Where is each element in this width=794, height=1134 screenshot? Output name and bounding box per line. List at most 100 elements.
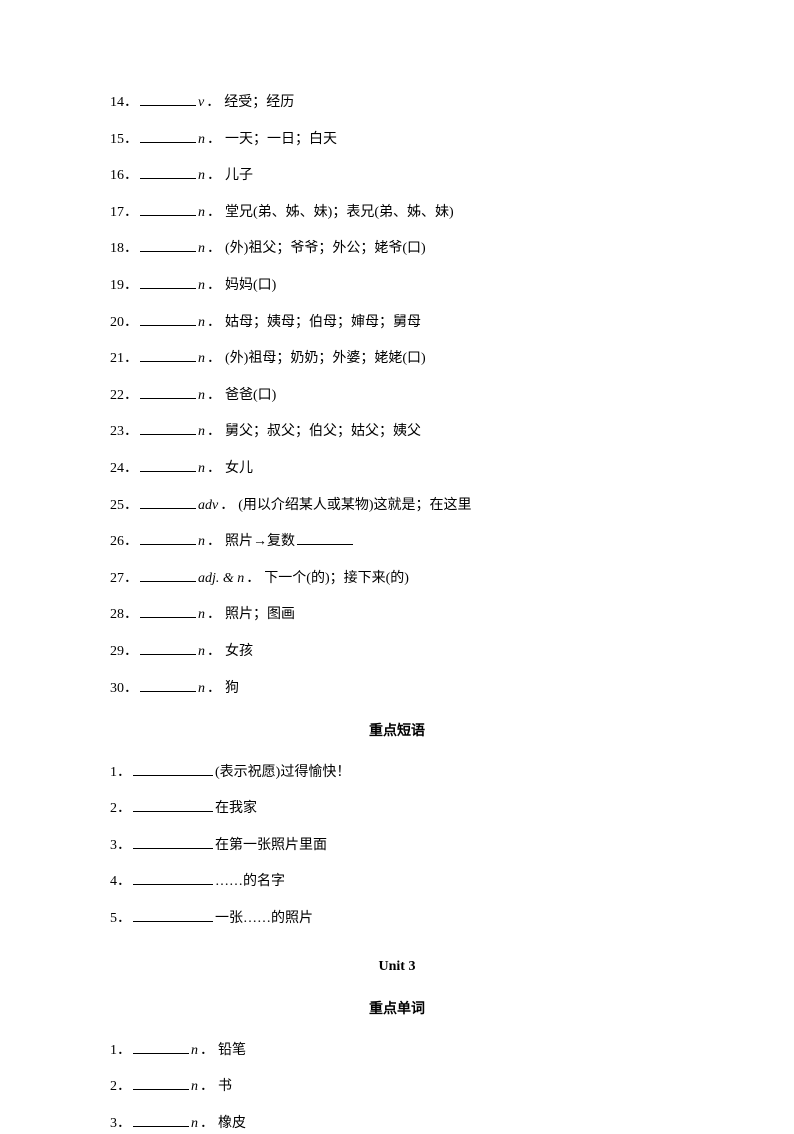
part-of-speech: n (198, 276, 205, 296)
item-number: 1． (110, 1041, 131, 1061)
item-number: 17． (110, 203, 138, 223)
answer-blank[interactable] (133, 1111, 189, 1127)
dot: ． (200, 1114, 214, 1134)
vocabulary-section-1: 14． v． 经受；经历 15． n． 一天；一日；白天 16． n． 儿子 1… (110, 90, 684, 698)
part-of-speech: n (198, 239, 205, 259)
phrase-item: 1． (表示祝愿)过得愉快！ (110, 760, 684, 783)
definition: 舅父；叔父；伯父；姑父；姨父 (225, 422, 421, 442)
answer-blank[interactable] (140, 200, 196, 216)
answer-blank[interactable] (133, 1038, 189, 1054)
answer-blank[interactable] (140, 163, 196, 179)
item-number: 2． (110, 799, 131, 819)
definition: 妈妈(口) (225, 276, 276, 296)
part-of-speech: n (198, 386, 205, 406)
vocab-item: 3． n． 橡皮 (110, 1111, 684, 1134)
dot: ． (207, 349, 221, 369)
vocab-item: 14． v． 经受；经历 (110, 90, 684, 113)
definition: 橡皮 (218, 1114, 246, 1134)
dot: ． (207, 239, 221, 259)
part-of-speech: adv (198, 496, 218, 516)
answer-blank[interactable] (140, 639, 196, 655)
answer-blank[interactable] (140, 90, 196, 106)
definition: 儿子 (225, 166, 253, 186)
answer-blank[interactable] (133, 833, 213, 849)
phrase-item: 3． 在第一张照片里面 (110, 833, 684, 856)
vocab-item: 25． adv． (用以介绍某人或某物)这就是；在这里 (110, 493, 684, 516)
answer-blank[interactable] (140, 566, 196, 582)
definition: 一张……的照片 (215, 909, 313, 929)
dot: ． (207, 166, 221, 186)
item-number: 27． (110, 569, 138, 589)
definition: 爸爸(口) (225, 386, 276, 406)
phrases-section: 1． (表示祝愿)过得愉快！ 2． 在我家 3． 在第一张照片里面 4． ……的… (110, 760, 684, 929)
part-of-speech: n (198, 605, 205, 625)
answer-blank[interactable] (133, 906, 213, 922)
answer-blank[interactable] (140, 383, 196, 399)
vocab-item: 16． n． 儿子 (110, 163, 684, 186)
vocab-heading: 重点单词 (110, 1000, 684, 1020)
answer-blank-plural[interactable] (297, 529, 353, 545)
part-of-speech: n (198, 313, 205, 333)
part-of-speech: n (191, 1077, 198, 1097)
vocab-item: 28． n． 照片；图画 (110, 602, 684, 625)
definition: 书 (218, 1077, 232, 1097)
vocab-item: 21． n． (外)祖母；奶奶；外婆；姥姥(口) (110, 346, 684, 369)
definition: 下一个(的)；接下来(的) (264, 569, 409, 589)
definition: 一天；一日；白天 (225, 130, 337, 150)
answer-blank[interactable] (140, 493, 196, 509)
answer-blank[interactable] (133, 796, 213, 812)
vocab-item: 22． n． 爸爸(口) (110, 383, 684, 406)
unit-title: Unit 3 (110, 957, 684, 977)
item-number: 14． (110, 93, 138, 113)
part-of-speech: n (198, 532, 205, 552)
answer-blank[interactable] (140, 273, 196, 289)
part-of-speech: n (198, 130, 205, 150)
vocab-item: 2． n． 书 (110, 1074, 684, 1097)
item-number: 21． (110, 349, 138, 369)
definition: 照片→复数 (225, 532, 295, 552)
answer-blank[interactable] (133, 1074, 189, 1090)
answer-blank[interactable] (140, 127, 196, 143)
definition: (外)祖父；爷爷；外公；姥爷(口) (225, 239, 426, 259)
answer-blank[interactable] (140, 419, 196, 435)
answer-blank[interactable] (140, 236, 196, 252)
dot: ． (206, 93, 220, 113)
item-number: 20． (110, 313, 138, 333)
item-number: 4． (110, 872, 131, 892)
answer-blank[interactable] (140, 602, 196, 618)
dot: ． (220, 496, 234, 516)
definition: 女孩 (225, 642, 253, 662)
definition: 堂兄(弟、姊、妹)；表兄(弟、姊、妹) (225, 203, 454, 223)
dot: ． (207, 459, 221, 479)
item-number: 23． (110, 422, 138, 442)
part-of-speech: n (198, 166, 205, 186)
answer-blank[interactable] (133, 760, 213, 776)
part-of-speech: n (198, 459, 205, 479)
dot: ． (207, 313, 221, 333)
phrase-item: 5． 一张……的照片 (110, 906, 684, 929)
item-number: 18． (110, 239, 138, 259)
dot: ． (207, 276, 221, 296)
vocab-item: 29． n． 女孩 (110, 639, 684, 662)
answer-blank[interactable] (140, 456, 196, 472)
dot: ． (207, 203, 221, 223)
dot: ． (207, 642, 221, 662)
part-of-speech: n (198, 422, 205, 442)
answer-blank[interactable] (140, 310, 196, 326)
part-of-speech: n (198, 203, 205, 223)
part-of-speech: v (198, 93, 204, 113)
answer-blank[interactable] (140, 529, 196, 545)
part-of-speech: n (198, 349, 205, 369)
definition: 狗 (225, 679, 239, 699)
definition: 铅笔 (218, 1041, 246, 1061)
phrase-item: 2． 在我家 (110, 796, 684, 819)
dot: ． (200, 1077, 214, 1097)
part-of-speech: n (198, 679, 205, 699)
definition: 姑母；姨母；伯母；婶母；舅母 (225, 313, 421, 333)
dot: ． (200, 1041, 214, 1061)
answer-blank[interactable] (140, 346, 196, 362)
answer-blank[interactable] (133, 869, 213, 885)
vocab-item: 19． n． 妈妈(口) (110, 273, 684, 296)
vocab-item: 15． n． 一天；一日；白天 (110, 127, 684, 150)
answer-blank[interactable] (140, 676, 196, 692)
